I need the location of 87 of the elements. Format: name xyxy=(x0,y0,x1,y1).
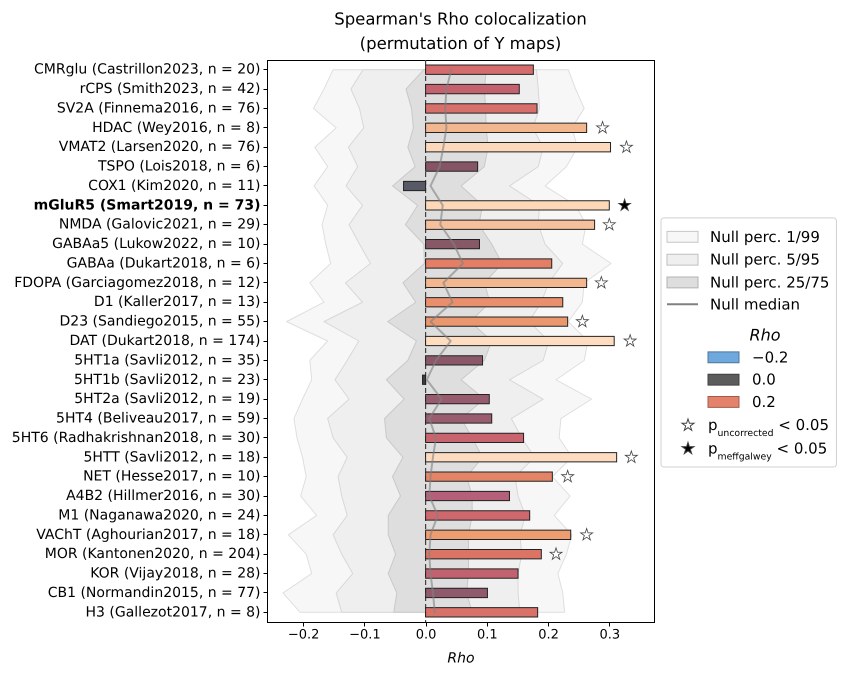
x-tick-label: 0.2 xyxy=(538,628,559,642)
y-tick-label: GABAa5 (Lukow2022, n = 10) xyxy=(52,236,260,252)
y-tick-label: D1 (Kaller2017, n = 13) xyxy=(94,294,260,310)
point xyxy=(576,314,589,328)
bar xyxy=(425,394,490,404)
x-tick-label: −0.1 xyxy=(349,628,381,642)
bar xyxy=(425,84,520,94)
y-tick-label: mGluR5 (Smart2019, n = 73) xyxy=(34,197,260,214)
y-tick-label: H3 (Gallezot2017, n = 8) xyxy=(86,604,260,620)
x-tick-label: 0.3 xyxy=(599,628,620,642)
y-tick-label: A4B2 (Hillmer2016, n = 30) xyxy=(66,488,260,504)
chart-subtitle: (permutation of Y maps) xyxy=(360,34,562,53)
bar xyxy=(425,413,492,424)
y-tick-label: NMDA (Galovic2021, n = 29) xyxy=(58,216,260,233)
bar xyxy=(425,549,542,560)
y-tick-label: 5HT1b (Savli2012, n = 23) xyxy=(74,372,260,388)
y-tick-label: FDOPA (Garciagomez2018, n = 12) xyxy=(14,274,260,291)
legend-label: Null median xyxy=(710,295,800,314)
y-tick-label: KOR (Vijay2018, n = 28) xyxy=(90,566,260,582)
y-tick-label: 5HT2a (Savli2012, n = 19) xyxy=(74,391,260,408)
point xyxy=(624,334,637,347)
bar xyxy=(425,472,553,482)
legend-label: −0.2 xyxy=(752,348,788,366)
legend-label: 0.0 xyxy=(752,370,776,389)
legend-label: p$_{meffgalwey}$ < 0.05 xyxy=(708,440,828,462)
point xyxy=(618,198,632,211)
bar xyxy=(425,607,538,618)
y-tick-label: 5HT1a (Savli2012, n = 35) xyxy=(74,352,260,368)
bar xyxy=(425,316,568,327)
bar xyxy=(425,297,564,308)
y-tick-label: GABAa (Dukart2018, n = 6) xyxy=(66,255,260,272)
x-tick-label: 0.1 xyxy=(476,628,498,642)
y-tick-label: M1 (Naganawa2020, n = 24) xyxy=(58,507,260,524)
bar xyxy=(425,258,552,269)
bar xyxy=(425,142,612,152)
bar xyxy=(425,161,478,172)
x-tick-label: −0.2 xyxy=(288,628,320,642)
chart-title: Spearman's Rho colocalization xyxy=(334,9,587,28)
bar xyxy=(425,103,538,114)
x-axis-title: Rho xyxy=(447,650,475,666)
legend-label: 0.2 xyxy=(752,392,776,411)
y-tick-label: MOR (Kantonen2020, n = 204) xyxy=(44,546,260,562)
y-tick-label: CB1 (Normandin2015, n = 77) xyxy=(48,584,260,601)
y-tick-label: 5HT4 (Beliveau2017, n = 59) xyxy=(56,410,260,427)
bar xyxy=(425,220,596,230)
y-tick-label: CMRglu (Castrillon2023, n = 20) xyxy=(34,62,260,78)
y-tick-label: DAT (Dukart2018, n = 174) xyxy=(69,333,260,349)
bar xyxy=(425,122,588,133)
y-tick-label: rCPS (Smith2023, n = 42) xyxy=(80,81,260,98)
point xyxy=(602,218,616,230)
bar xyxy=(403,180,426,192)
bar xyxy=(425,355,484,366)
y-tick-label: HDAC (Wey2016, n = 8) xyxy=(92,120,260,136)
legend-label: Null perc. 5/95 xyxy=(710,250,820,269)
legend-label: Null perc. 1/99 xyxy=(710,228,820,246)
y-tick-label: TSPO (Lois2018, n = 6) xyxy=(96,158,260,175)
x-tick-label: 0.0 xyxy=(416,628,436,642)
bar xyxy=(425,530,572,540)
legend-title: Rho xyxy=(749,326,781,345)
y-tick-label: VMAT2 (Larsen2020, n = 76) xyxy=(58,139,260,156)
point xyxy=(550,547,562,560)
point xyxy=(596,121,609,134)
y-tick-label: SV2A (Finnema2016, n = 76) xyxy=(56,100,260,116)
y-tick-label: VAChT (Aghourian2017, n = 18) xyxy=(36,526,260,543)
legend-label: p$_{uncorrected}$ < 0.05 xyxy=(708,416,830,439)
bar xyxy=(425,510,530,521)
bar xyxy=(425,336,615,346)
y-tick-label: D23 (Sandiego2015, n = 55) xyxy=(60,314,260,330)
y-tick-label: 5HTT (Savli2012, n = 18) xyxy=(83,449,260,466)
bar xyxy=(425,432,524,444)
point xyxy=(561,470,574,482)
y-tick-label: NET (Hesse2017, n = 10) xyxy=(83,468,260,485)
y-tick-label: COX1 (Kim2020, n = 11) xyxy=(88,178,260,194)
point xyxy=(594,276,608,288)
legend-label: Null perc. 25/75 xyxy=(710,273,830,292)
point xyxy=(580,528,594,540)
point xyxy=(624,450,638,463)
bar xyxy=(425,490,510,502)
bar xyxy=(425,238,480,250)
bar xyxy=(425,588,488,598)
bar xyxy=(425,200,610,210)
bar xyxy=(425,568,519,579)
bar xyxy=(425,278,588,288)
point xyxy=(620,140,633,153)
bar xyxy=(425,452,618,462)
bar xyxy=(425,64,534,75)
y-tick-label: 5HT6 (Radhakrishnan2018, n = 30) xyxy=(12,430,260,446)
